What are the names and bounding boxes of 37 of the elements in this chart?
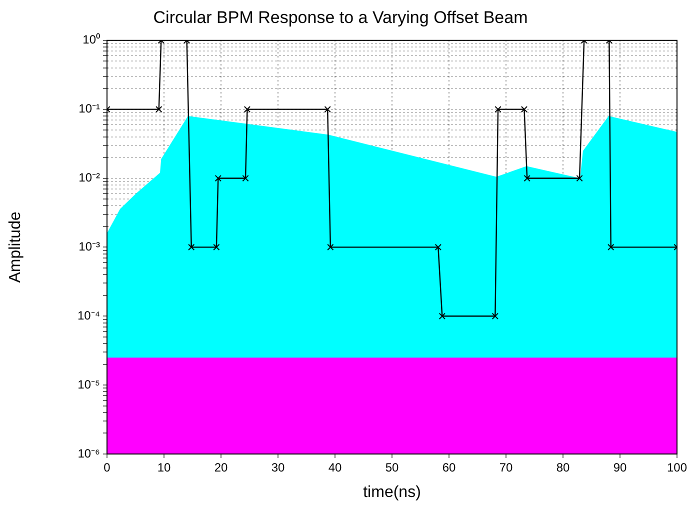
point bbox=[492, 312, 498, 320]
point bbox=[244, 106, 251, 113]
x-tick-label: 60 bbox=[442, 460, 456, 475]
x-tick-label: 80 bbox=[556, 460, 570, 475]
y-axis-title: Amplitude bbox=[7, 212, 24, 283]
chart-title: Circular BPM Response to a Varying Offset Beam bbox=[153, 8, 528, 27]
y-tick-label: 10⁰ bbox=[82, 32, 100, 47]
x-tick-label: 10 bbox=[157, 460, 171, 475]
x-tick-label: 40 bbox=[328, 460, 342, 475]
point bbox=[242, 174, 249, 182]
x-tick-label: 30 bbox=[271, 460, 285, 475]
point bbox=[520, 106, 528, 113]
point bbox=[156, 106, 162, 113]
y-tick-label: 10⁻³ bbox=[78, 240, 100, 254]
point bbox=[494, 106, 502, 113]
x-axis-title: time(ns) bbox=[363, 484, 421, 501]
x-tick-label: 50 bbox=[385, 460, 399, 475]
x-tick-label: 20 bbox=[214, 460, 228, 475]
point bbox=[188, 244, 195, 251]
point bbox=[213, 244, 220, 251]
point bbox=[214, 174, 222, 182]
x-tick-label: 0 bbox=[104, 460, 111, 475]
y-tick-label: 10⁻⁵ bbox=[78, 377, 100, 392]
x-tick-label: 90 bbox=[613, 460, 627, 475]
x-tick-label: 100 bbox=[666, 460, 688, 475]
point bbox=[434, 244, 442, 251]
y-tick-label: 10⁻⁶ bbox=[78, 446, 100, 460]
point bbox=[327, 244, 334, 251]
point bbox=[524, 174, 530, 182]
point bbox=[608, 244, 614, 251]
y-tick-label: 10⁻¹ bbox=[78, 102, 100, 116]
y-tick-label: 10⁻⁴ bbox=[77, 308, 100, 322]
point bbox=[576, 174, 583, 182]
y-tick-label: 10⁻² bbox=[78, 170, 100, 185]
point bbox=[438, 312, 446, 320]
x-tick-label: 70 bbox=[499, 460, 513, 475]
point bbox=[324, 106, 331, 113]
